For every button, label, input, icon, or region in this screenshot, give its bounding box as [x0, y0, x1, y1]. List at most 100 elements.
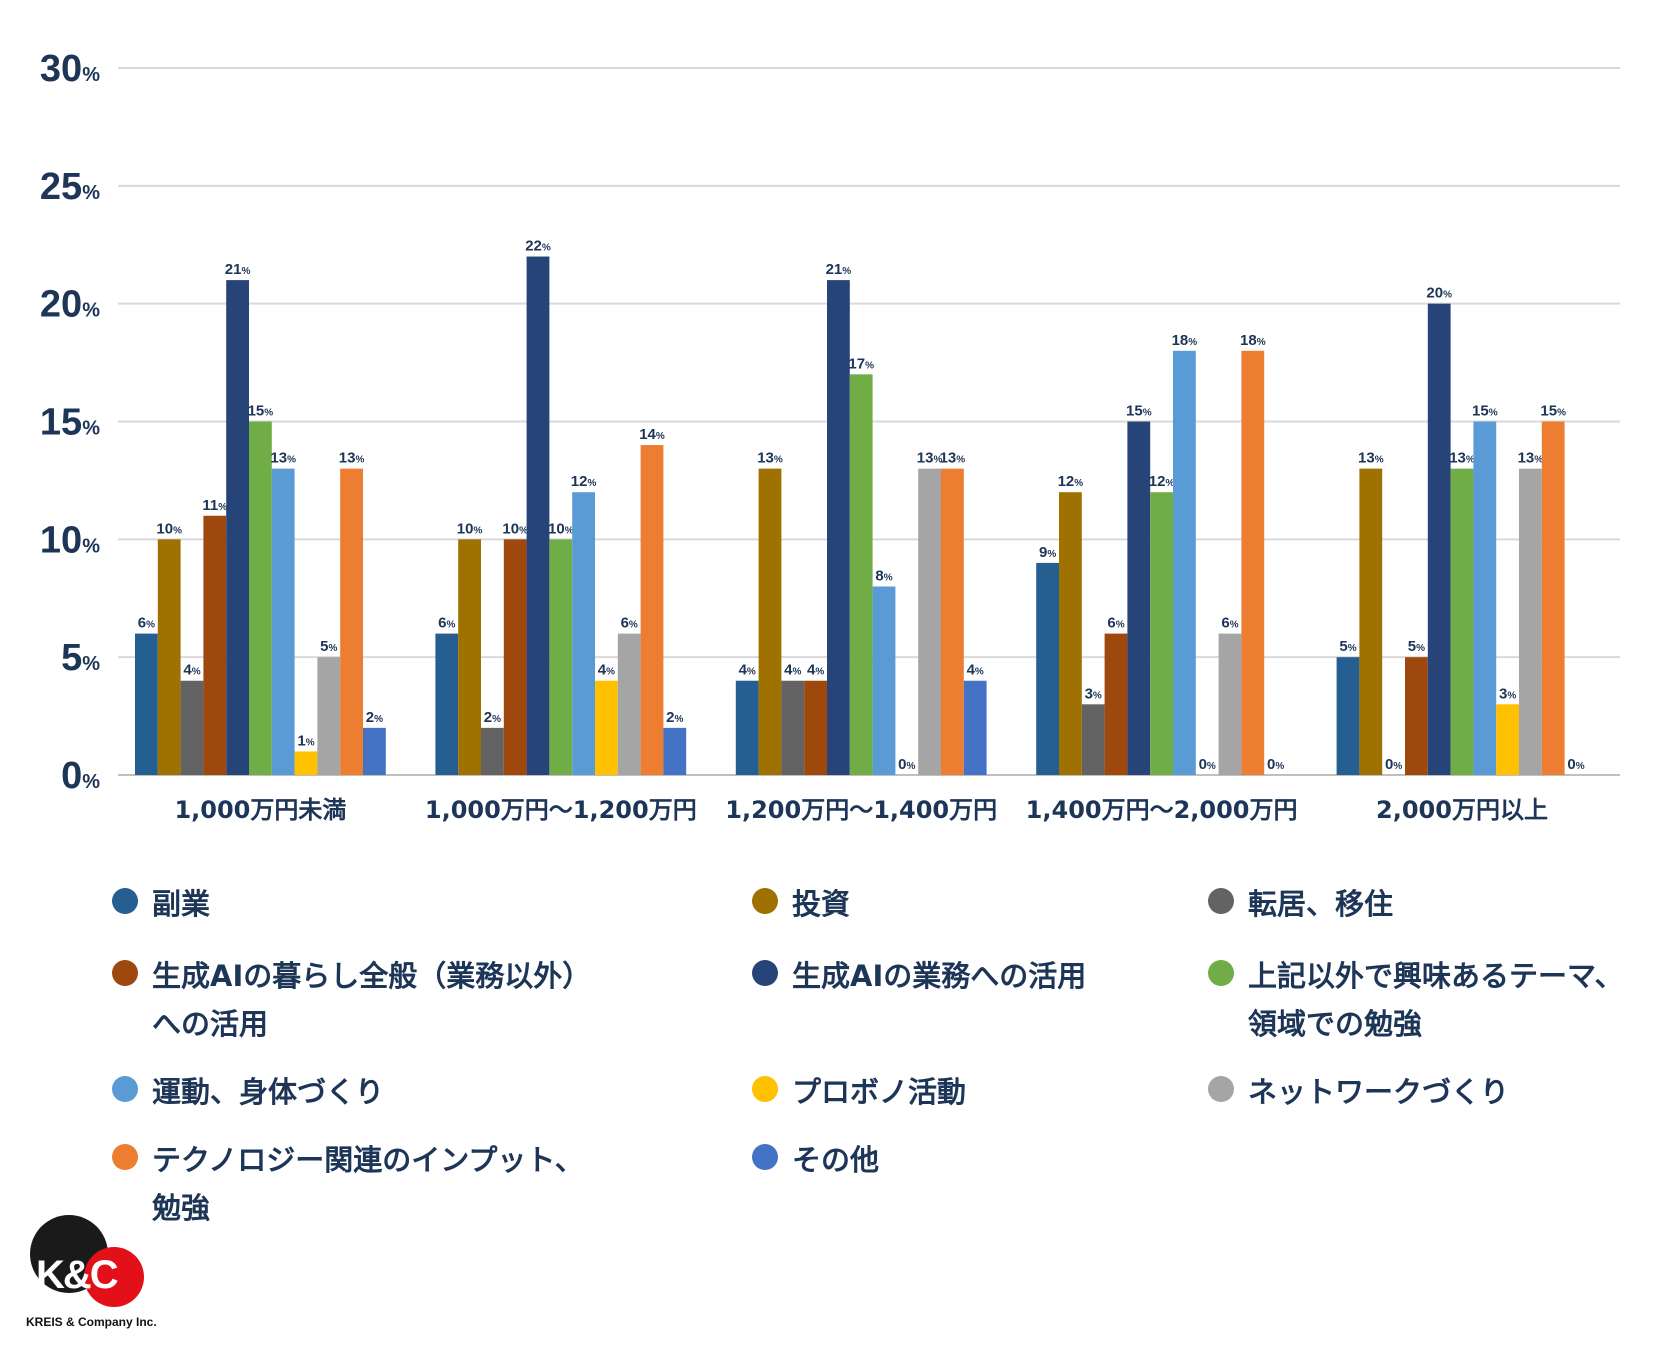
- data-label: 2%: [366, 709, 383, 726]
- bar: [458, 539, 481, 775]
- data-label: 4%: [183, 662, 200, 679]
- legend-swatch: [1208, 888, 1234, 914]
- legend-swatch: [112, 1144, 138, 1170]
- data-label: 10%: [156, 520, 182, 537]
- bar: [1127, 421, 1151, 775]
- legend-item: ネットワークづくり: [1208, 1068, 1638, 1116]
- legend: 副業 投資 転居、移住生成AIの暮らし全般（業務以外）への活用 生成AIの業務への活用…: [112, 880, 1652, 1225]
- data-label: 12%: [571, 473, 597, 490]
- legend-swatch: [1208, 960, 1234, 986]
- legend-item: 生成AIの暮らし全般（業務以外）への活用: [112, 952, 612, 1048]
- data-label: 13%: [1358, 450, 1384, 467]
- bar: [526, 256, 550, 775]
- data-label: 14%: [639, 426, 665, 443]
- legend-swatch: [752, 888, 778, 914]
- bar: [180, 680, 204, 775]
- y-tick-label: 10%: [40, 519, 100, 561]
- bar: [1218, 633, 1242, 775]
- bar: [226, 280, 249, 775]
- data-label: 15%: [1540, 403, 1566, 420]
- bar: [849, 374, 873, 775]
- bar: [435, 633, 459, 775]
- bar: [918, 468, 941, 775]
- data-label: 10%: [548, 520, 574, 537]
- data-label: 15%: [1126, 403, 1152, 420]
- data-label: 4%: [739, 662, 756, 679]
- data-label: 8%: [875, 567, 892, 584]
- bar: [317, 657, 341, 775]
- bar: [1450, 468, 1474, 775]
- company-logo: K&C KREIS & Company Inc.: [26, 1215, 176, 1335]
- legend-swatch: [112, 888, 138, 914]
- data-label: 18%: [1172, 332, 1198, 349]
- bar: [872, 586, 896, 775]
- y-tick-label: 20%: [40, 284, 100, 326]
- bar: [203, 515, 227, 775]
- data-label: 13%: [1518, 450, 1544, 467]
- data-label: 0%: [898, 756, 915, 773]
- data-label: 0%: [1385, 756, 1402, 773]
- bar-chart: 0% 5% 10% 15% 20% 25% 30% 6% 10% 4% 11% 21% 15% 13% 1%…: [40, 48, 1620, 824]
- bar: [595, 680, 618, 775]
- legend-item: テクノロジー関連のインプット、勉強: [112, 1136, 612, 1232]
- bar: [1081, 704, 1105, 775]
- bar: [1336, 657, 1360, 775]
- legend-swatch: [752, 1144, 778, 1170]
- bar: [340, 468, 363, 775]
- legend-item: 運動、身体づくり: [112, 1068, 612, 1116]
- data-label: 13%: [1449, 450, 1475, 467]
- logo-red-circle: [84, 1247, 144, 1307]
- bar: [1427, 303, 1451, 775]
- y-tick-label: 5%: [61, 637, 100, 679]
- bar: [804, 680, 827, 775]
- bar: [1359, 468, 1383, 775]
- legend-label: プロボノ活動: [792, 1075, 967, 1109]
- legend-label: 転居、移住: [1248, 887, 1394, 921]
- legend-label: 生成AIの暮らし全般（業務以外）への活用: [152, 959, 592, 1041]
- data-label: 0%: [1567, 756, 1584, 773]
- data-label: 2%: [666, 709, 683, 726]
- bar: [617, 633, 641, 775]
- data-label: 9%: [1039, 544, 1056, 561]
- logo-mark: K&C: [36, 1253, 119, 1297]
- legend-label: 投資: [792, 887, 851, 921]
- logo-company-name: KREIS & Company Inc.: [26, 1315, 157, 1329]
- bar: [735, 680, 759, 775]
- y-tick-label: 0%: [61, 755, 100, 797]
- legend-label: テクノロジー関連のインプット、勉強: [152, 1143, 584, 1225]
- data-label: 21%: [225, 261, 251, 278]
- legend-label: 副業: [152, 887, 211, 921]
- data-label: 1%: [297, 732, 314, 749]
- legend-label: 生成AIの業務への活用: [792, 959, 1087, 993]
- data-label: 15%: [1472, 403, 1498, 420]
- data-label: 2%: [484, 709, 501, 726]
- legend-label: ネットワークづくり: [1248, 1075, 1510, 1109]
- data-label: 10%: [502, 520, 528, 537]
- bar: [1059, 492, 1082, 775]
- data-label: 6%: [438, 615, 455, 632]
- bar: [1241, 350, 1265, 775]
- legend-label: 運動、身体づくり: [152, 1075, 385, 1109]
- bar: [663, 727, 687, 775]
- data-label: 10%: [457, 520, 483, 537]
- category-label: 1,200万円〜1,400万円: [725, 796, 997, 824]
- legend-item: 生成AIの業務への活用: [752, 952, 1172, 1000]
- bar: [135, 633, 158, 775]
- data-label: 22%: [525, 238, 551, 255]
- legend-label: その他: [792, 1143, 880, 1177]
- data-label: 12%: [1149, 473, 1175, 490]
- data-label: 6%: [621, 615, 638, 632]
- data-label: 5%: [1408, 638, 1425, 655]
- legend-label: 上記以外で興味あるテーマ、領域での勉強: [1248, 959, 1624, 1041]
- data-label: 13%: [270, 450, 296, 467]
- bar: [249, 421, 272, 775]
- bar: [572, 492, 595, 775]
- bar: [363, 727, 386, 775]
- data-label: 21%: [826, 261, 852, 278]
- bar: [640, 445, 664, 775]
- bar: [781, 680, 805, 775]
- legend-swatch: [752, 1076, 778, 1102]
- data-label: 11%: [202, 497, 227, 514]
- data-label: 18%: [1240, 332, 1266, 349]
- bar: [1519, 468, 1542, 775]
